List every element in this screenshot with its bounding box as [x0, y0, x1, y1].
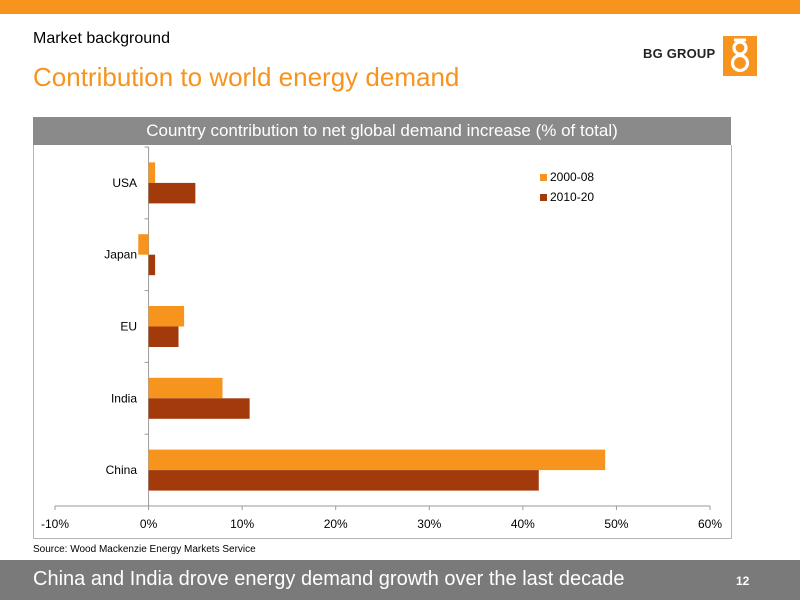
section-label: Market background [33, 30, 170, 47]
bar-india-2010-20 [148, 398, 250, 419]
bar-usa-2010-20 [148, 182, 196, 204]
bar-india-2000-08 [148, 377, 223, 399]
top-accent-bar [0, 0, 800, 14]
bg-group-logo: BG GROUP [643, 36, 763, 76]
category-label: China [106, 463, 138, 477]
x-tick-label: 30% [417, 517, 441, 531]
source-note: Source: Wood Mackenzie Energy Markets Se… [33, 544, 256, 555]
legend-label: 2010-20 [550, 190, 594, 204]
x-tick-label: 40% [511, 517, 535, 531]
bar-eu-2000-08 [148, 306, 185, 327]
bar-japan-2010-20 [148, 254, 156, 276]
category-label: Japan [104, 248, 137, 262]
takeaway-text: China and India drove energy demand grow… [33, 568, 625, 590]
category-label: India [111, 391, 137, 405]
x-tick-label: -10% [41, 517, 69, 531]
x-tick-label: 60% [698, 517, 722, 531]
bar-usa-2000-08 [148, 162, 156, 183]
bar-japan-2000-08 [138, 234, 149, 255]
logo-text: BG GROUP [643, 46, 716, 61]
slide-title: Contribution to world energy demand [33, 62, 460, 92]
legend-swatch [540, 194, 547, 201]
category-label: USA [112, 176, 137, 190]
x-tick-label: 0% [140, 517, 158, 531]
footer-bar: China and India drove energy demand grow… [0, 560, 800, 600]
x-tick-label: 10% [230, 517, 254, 531]
bar-china-2010-20 [148, 470, 539, 491]
bar-chart: -10% 0% 10% 20% 30% 40% 50% 60% USA Japan EU India C… [41, 146, 722, 531]
x-tick-label: 50% [604, 517, 628, 531]
x-tick-label: 20% [324, 517, 348, 531]
legend-label: 2000-08 [550, 170, 594, 184]
legend-swatch [540, 174, 547, 181]
page-number: 12 [736, 574, 750, 588]
chart-area: -10% 0% 10% 20% 30% 40% 50% 60% USA Japan EU India C… [33, 145, 732, 539]
bar-china-2000-08 [148, 449, 606, 471]
chart-title: Country contribution to net global deman… [33, 117, 731, 145]
logo-mark-icon [723, 36, 757, 76]
bar-eu-2010-20 [148, 326, 179, 347]
category-label: EU [120, 320, 137, 334]
